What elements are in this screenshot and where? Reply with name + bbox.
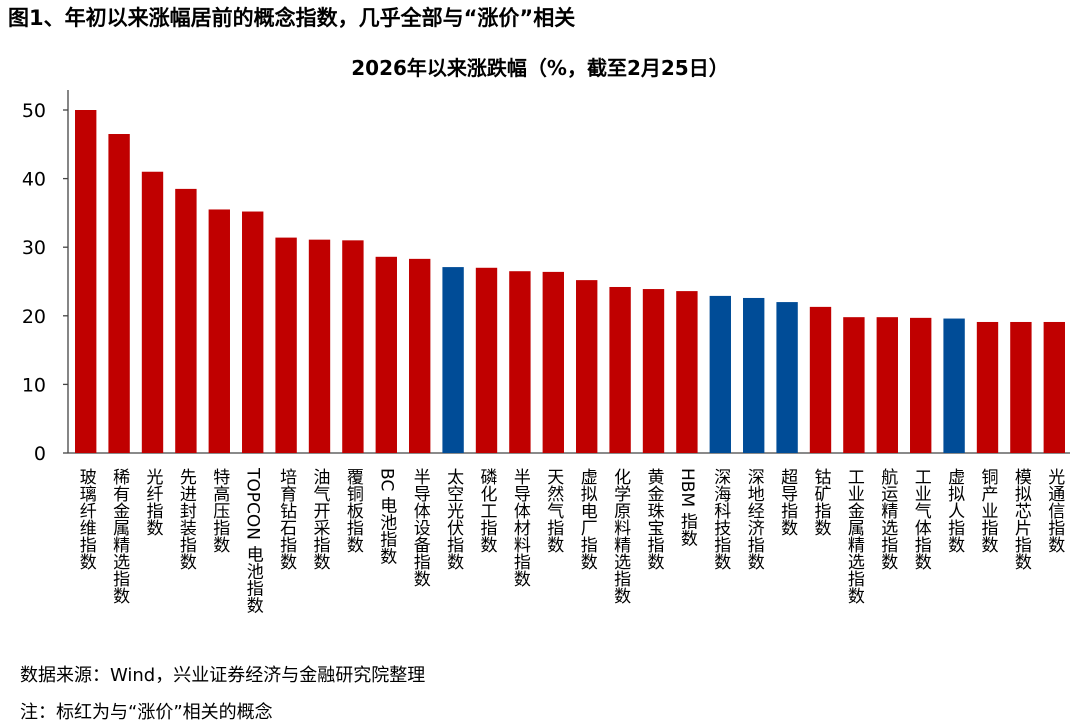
bar [375,256,397,453]
bar [208,209,230,453]
bar [709,295,731,453]
bar [108,134,130,453]
x-tick-label: 先进封装指数 [175,468,196,570]
bar [442,267,464,453]
x-tick-label: 钴矿指数 [810,468,831,536]
x-tick-label: 工业气体指数 [910,468,931,570]
x-tick-label: HBM 指数 [676,468,697,547]
x-tick-label: 培育钻石指数 [276,468,297,570]
bar [809,306,832,453]
bar [876,317,898,453]
x-tick-label: 超导指数 [777,468,798,536]
y-axis: 0 10 20 30 40 50 [22,90,1070,465]
x-tick-label: 黄金珠宝指数 [643,468,664,570]
x-tick-label: 稀有金属精选指数 [109,468,130,604]
x-tick-label: 深海科技指数 [710,468,731,570]
x-tick-label: 磷化工指数 [476,468,497,553]
x-tick-label: 化学原料精选指数 [610,468,631,604]
bar [609,286,631,453]
x-tick-label: 模拟芯片指数 [1010,468,1031,570]
figure-title: 图1、年初以来涨幅居前的概念指数，几乎全部与“涨价”相关 [8,6,576,30]
x-tick-label: 半导体设备指数 [409,468,430,587]
bar [1010,321,1032,453]
bar [175,188,197,453]
bar [308,239,331,453]
bar [542,271,564,453]
x-tick-label: BC 电池指数 [376,468,397,565]
bar [843,317,865,453]
bar [342,240,364,453]
x-tick-label: 天然气指数 [543,468,564,553]
bar [743,297,765,453]
bar [475,267,498,453]
x-tick-label: 虚拟人指数 [944,468,965,553]
y-tick-label: 20 [22,306,46,328]
source-note: 数据来源：Wind，兴业证券经济与金融研究院整理 [20,665,426,686]
bar [141,171,164,454]
x-tick-label: 覆铜板指数 [342,468,363,553]
bar [676,291,698,453]
x-tick-label: 工业金属精选指数 [843,468,864,604]
x-tick-label: 油气开采指数 [309,468,330,570]
x-tick-label: 玻璃纤维指数 [75,468,96,570]
bar [943,318,965,453]
x-tick-label: 半导体材料指数 [509,468,530,587]
x-tick-label: 虚拟电厂指数 [576,468,597,570]
bar [1043,321,1065,453]
bar [910,317,932,453]
y-tick-label: 0 [34,443,46,465]
bars [75,110,1065,454]
x-tick-label: 铜产业指数 [977,468,998,553]
bar [509,271,531,453]
bar [576,280,598,453]
chart-title: 2026年以来涨跌幅（%，截至2月25日） [351,56,729,80]
y-tick-label: 10 [22,374,46,396]
bar [242,211,264,453]
bar [275,237,297,453]
x-tick-label: 特高压指数 [209,468,230,553]
bar [75,110,97,453]
bar [642,289,665,453]
x-tick-label: 太空光伏指数 [443,468,464,570]
x-tick-label: 光通信指数 [1044,468,1065,553]
y-tick-label: 30 [22,237,46,259]
x-tick-label: 深地经济指数 [743,468,764,570]
bar [976,321,999,453]
footnote: 注：标红为与“涨价”相关的概念 [20,702,273,723]
x-tick-label: 航运精选指数 [877,468,898,570]
x-tick-label: 光纤指数 [142,468,163,536]
bar [776,302,798,453]
x-tick-label: TOPCON 电池指数 [242,468,263,614]
y-tick-label: 50 [22,100,46,122]
bar [409,258,431,453]
y-tick-label: 40 [22,169,46,191]
